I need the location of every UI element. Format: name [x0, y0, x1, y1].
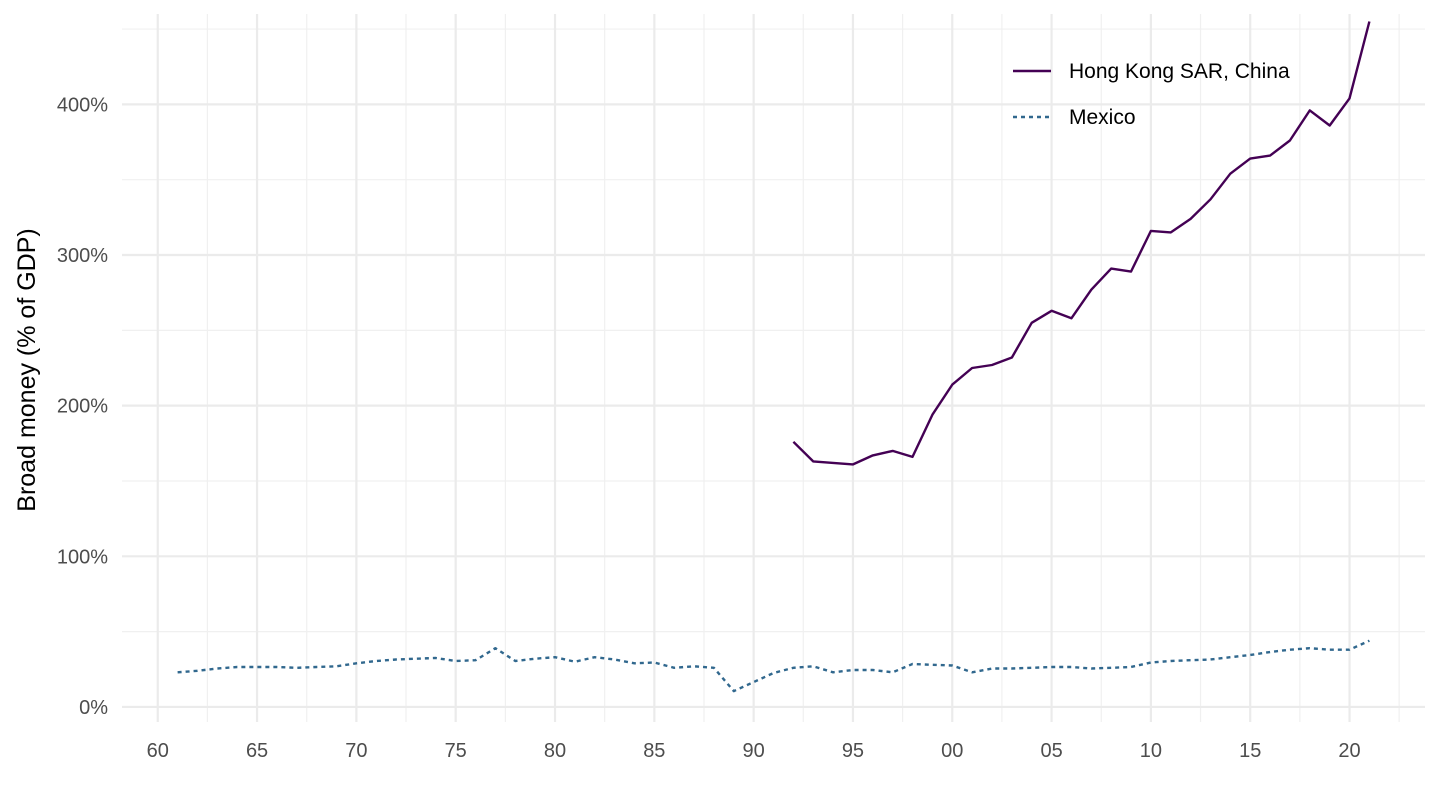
x-tick-label: 65 — [246, 740, 268, 762]
legend-label: Mexico — [1069, 106, 1136, 129]
x-tick-label: 80 — [544, 740, 566, 762]
y-tick-label: 100% — [57, 546, 108, 568]
x-tick-label: 15 — [1239, 740, 1261, 762]
x-tick-label: 90 — [743, 740, 765, 762]
x-tick-label: 75 — [445, 740, 467, 762]
y-tick-label: 300% — [57, 245, 108, 267]
y-tick-label: 0% — [79, 697, 108, 719]
x-tick-label: 70 — [345, 740, 367, 762]
x-tick-label: 05 — [1040, 740, 1062, 762]
x-tick-label: 60 — [147, 740, 169, 762]
x-tick-label: 20 — [1338, 740, 1360, 762]
series-line-mexico — [177, 639, 1370, 693]
series-line-hong-kong-sar-china — [792, 21, 1371, 466]
x-tick-label: 85 — [643, 740, 665, 762]
legend-label: Hong Kong SAR, China — [1069, 60, 1290, 83]
y-axis-title: Broad money (% of GDP) — [13, 228, 41, 511]
series-lines — [177, 21, 1371, 693]
y-axis-tick-labels: 0% 100% 200% 300% 400% — [57, 94, 108, 719]
y-tick-label: 400% — [57, 94, 108, 116]
x-tick-label: 10 — [1140, 740, 1162, 762]
minor-gridlines — [122, 14, 1425, 722]
legend: Hong Kong SAR, China Mexico — [1013, 60, 1290, 129]
major-gridlines — [122, 14, 1425, 722]
y-tick-label: 200% — [57, 396, 108, 418]
x-axis-tick-labels: 60 65 70 75 80 85 90 95 00 05 10 15 20 — [147, 740, 1361, 762]
x-tick-label: 95 — [842, 740, 864, 762]
x-tick-label: 00 — [941, 740, 963, 762]
